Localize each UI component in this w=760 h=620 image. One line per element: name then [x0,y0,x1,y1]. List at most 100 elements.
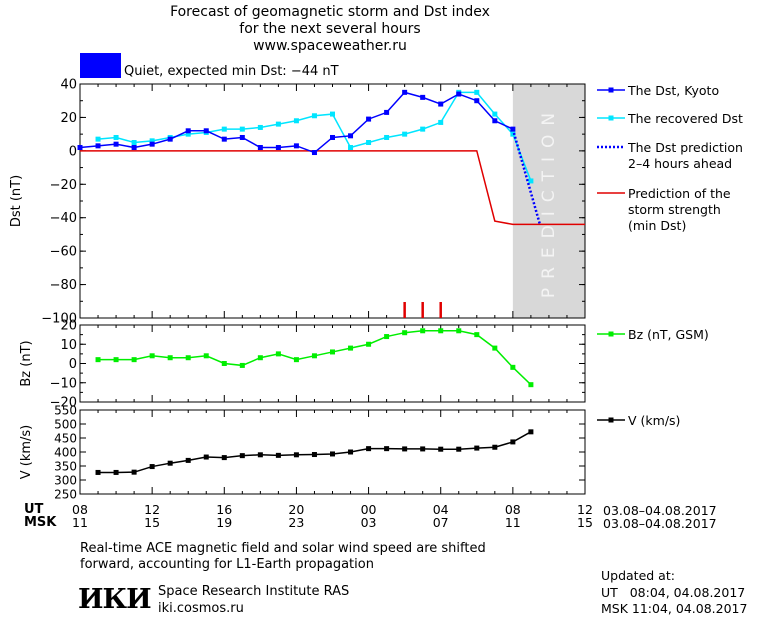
velocity-point [149,464,155,470]
y-tick-label: −20 [50,178,77,193]
dst-recovered-legend-marker [608,115,614,121]
chart-subtitle: for the next several hours [239,21,421,37]
velocity-point [275,452,281,458]
dst-recovered-point [420,126,426,132]
iki-logo: ИКИ [78,584,152,615]
y-tick-label: −10 [50,376,77,391]
storm-strength-legend-label: (min Dst) [628,218,686,233]
velocity-point [348,449,354,455]
site-url: www.spaceweather.ru [253,38,407,54]
y-tick-label: −20 [50,396,77,411]
institute-site: iki.cosmos.ru [158,601,244,616]
velocity-point [474,445,480,451]
velocity-point [492,444,498,450]
y-axis-label: Bz (nT) [19,340,34,386]
bz-legend-label: Bz (nT, GSM) [628,327,709,342]
dst-recovered-point [149,138,155,144]
dst-recovered-point [366,140,372,145]
y-tick-label: 0 [69,357,77,372]
dst-recovered-point [330,111,335,117]
msk-tick-label: 19 [216,515,233,530]
date-range-ut: 03.08–04.08.2017 [603,503,717,518]
dst-kyoto-point [420,94,426,100]
bz-point [420,328,426,334]
dst-recovered-point [131,140,137,145]
dst-kyoto-point [77,145,83,151]
dst-kyoto-point [384,109,390,115]
dst-recovered-point [348,145,354,151]
velocity-point [203,454,209,460]
velocity-point [402,446,408,452]
storm-strength-line [80,150,585,226]
dst-recovered-point [492,111,498,117]
status-text: Quiet, expected min Dst: −44 nT [124,64,339,79]
y-axis-label: V (km/s) [19,425,34,480]
dst-kyoto-point [311,150,317,156]
dst-kyoto-point [257,145,263,151]
ut-label: UT [24,502,44,517]
velocity-point [528,429,534,435]
y-tick-label: 20 [60,319,77,334]
dst-recovered-legend-label: The recovered Dst [627,111,743,126]
dst-kyoto-legend-label: The Dst, Kyoto [627,83,719,98]
updated-ut: UT 08:04, 04.08.2017 [601,585,746,600]
msk-tick-label: 07 [432,515,449,530]
bz-point [293,357,299,363]
dst-kyoto-point [167,136,173,142]
dst-recovered-point [384,134,390,140]
velocity-point [420,446,426,452]
y-tick-label: −60 [50,245,77,260]
bz-point [149,353,155,359]
bz-point [167,355,173,361]
dst-recovered-point [185,131,191,137]
y-tick-label: 350 [54,460,77,474]
velocity-point [221,455,227,461]
velocity-point [366,446,372,452]
bz-panel: 20 10 0 −10 −20 Bz (nT) [19,319,586,411]
y-tick-label: 0 [69,144,77,159]
bz-point [257,355,263,361]
dst-kyoto-point [203,128,209,134]
dst-recovered-point [528,178,534,184]
dst-kyoto-point [402,89,408,95]
velocity-legend-marker [608,417,614,423]
institute-name: Space Research Institute RAS [158,584,350,599]
dst-kyoto-point [239,134,245,140]
velocity-point [95,469,101,475]
y-tick-label: 10 [60,338,77,353]
dst-kyoto-point [95,143,101,149]
dst-recovered-point [257,124,263,130]
y-axis-label: Dst (nT) [9,175,24,227]
ut-tick-label: 04 [432,502,449,517]
msk-tick-label: 03 [360,515,377,530]
velocity-point [167,460,173,466]
date-range-msk: 03.08–04.08.2017 [603,516,717,531]
bz-point [492,345,498,351]
velocity-point [239,453,245,459]
bz-point [95,357,101,363]
dst-recovered-point [510,131,516,137]
msk-tick-label: 15 [144,515,161,530]
dst-kyoto-point [456,91,462,97]
bz-point [311,353,317,359]
y-tick-label: −100 [41,312,77,327]
velocity-point [113,469,119,475]
bz-point [221,361,227,366]
dst-prediction-legend-label: 2–4 hours ahead [628,156,732,171]
plot-frame [79,83,586,319]
storm-strength-legend-label: storm strength [628,202,721,217]
dst-recovered-point [113,134,119,140]
velocity-point [185,457,191,463]
prediction-band-label: PREDICTION [539,104,559,298]
bz-point [239,362,245,368]
ut-tick-label: 08 [72,502,88,517]
ut-tick-label: 12 [144,502,161,517]
y-tick-label: −80 [50,278,77,293]
velocity-point [293,452,299,458]
dst-recovered-point [438,119,444,125]
velocity-point [257,452,263,458]
dst-recovered-point [221,126,227,132]
dst-kyoto-point [474,98,480,104]
bz-point [402,330,408,336]
